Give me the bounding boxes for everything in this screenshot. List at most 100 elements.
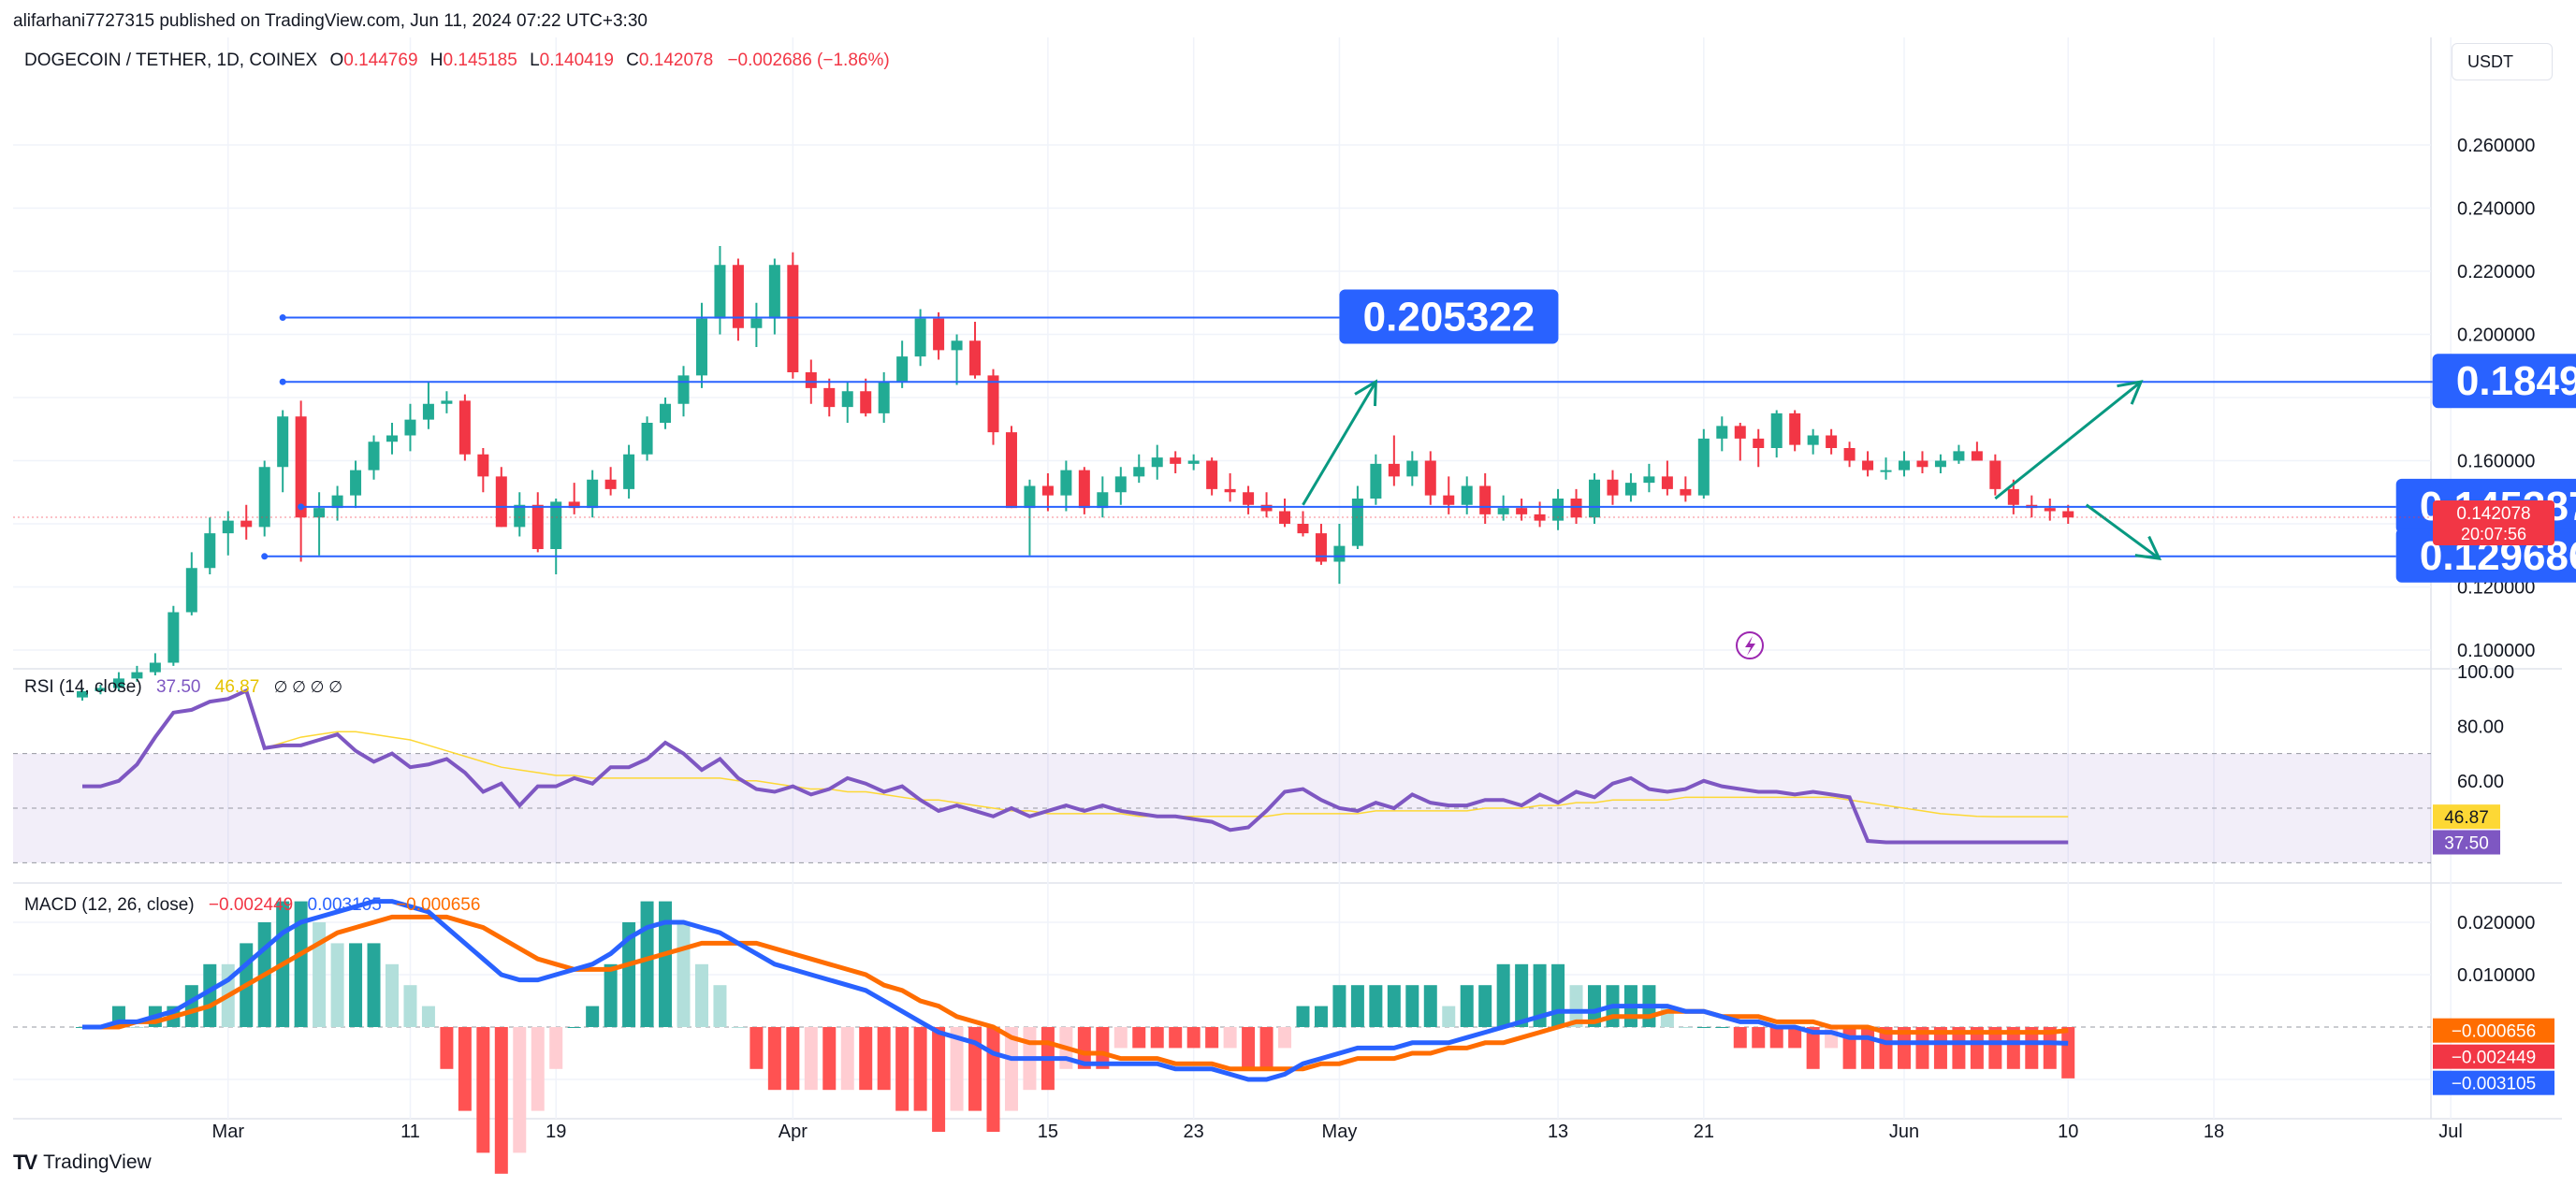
macd-histogram-bar — [2025, 1027, 2039, 1069]
macd-hist-tag-text: −0.002449 — [2452, 1049, 2536, 1068]
candle-down — [240, 520, 253, 528]
open-label: O — [329, 51, 344, 70]
symbol-label: DOGECOIN / TETHER, 1D, COINEX — [24, 51, 318, 70]
macd-histogram-bar — [385, 963, 399, 1027]
macd-histogram-bar — [1861, 1027, 1875, 1069]
candle-down — [477, 454, 489, 477]
macd-histogram-bar — [1004, 1027, 1018, 1111]
close-value: 0.142078 — [638, 51, 714, 70]
candle-up — [1589, 479, 1601, 518]
macd-line — [82, 899, 2069, 1082]
macd-histogram-bar — [1879, 1027, 1893, 1069]
candle-down — [1041, 485, 1054, 496]
macd-histogram-bar — [330, 943, 344, 1027]
macd-histogram-bar — [1496, 963, 1510, 1027]
rsi-tick-label: 100.00 — [2457, 662, 2514, 683]
arrow-head — [2117, 380, 2144, 405]
level-anchor — [261, 553, 269, 560]
macd-signal-line — [82, 914, 2069, 1072]
candle-down — [458, 400, 471, 455]
macd-histogram-bar — [567, 1027, 581, 1028]
macd-histogram-bar — [1169, 1027, 1183, 1049]
macd-histogram-bar — [1296, 1006, 1310, 1027]
candle-up — [1406, 460, 1419, 477]
candle-up — [714, 265, 726, 319]
candle-up — [878, 382, 890, 413]
candle-down — [933, 318, 945, 351]
rsi-ma-tag — [2433, 804, 2500, 830]
macd-histogram-bar — [531, 1027, 545, 1111]
macd-histogram-bar — [2043, 1027, 2057, 1069]
macd-histogram-bar — [1988, 1027, 2002, 1069]
candle-up — [1333, 545, 1346, 562]
macd-histogram-bar — [403, 985, 417, 1027]
macd-histogram-bar — [1350, 985, 1364, 1027]
macd-histogram-bar — [677, 922, 691, 1027]
candle-up — [1497, 508, 1509, 514]
candle-down — [1260, 504, 1273, 512]
candle-up — [1716, 426, 1728, 439]
candle-up — [222, 520, 234, 534]
level-label: 0.184979 — [2432, 354, 2576, 409]
candle-up — [896, 356, 909, 383]
candle-up — [914, 318, 926, 357]
candle-down — [860, 391, 872, 413]
macd-histogram-bar — [1515, 963, 1529, 1027]
price-tick-label: 0.100000 — [2457, 641, 2535, 661]
level-anchor — [298, 503, 305, 511]
candle-down — [1516, 508, 1528, 514]
macd-histogram-bar — [840, 1027, 854, 1091]
candle-up — [660, 403, 672, 423]
macd-histogram-bar — [1223, 1027, 1237, 1049]
candle-down — [1315, 533, 1327, 562]
candle-down — [1753, 438, 1765, 448]
candle-up — [768, 265, 780, 319]
macd-histogram-bar — [731, 1027, 745, 1028]
level-anchor — [279, 378, 286, 385]
candle-up — [350, 470, 362, 496]
macd-histogram-bar — [640, 901, 654, 1027]
candle-up — [77, 690, 88, 698]
open-value: 0.144769 — [343, 51, 418, 70]
time-tick-label: 15 — [1038, 1122, 1058, 1142]
candle-up — [258, 467, 270, 528]
level-label: 0.205322 — [1339, 289, 1559, 344]
candle-down — [1388, 463, 1400, 477]
currency-button[interactable]: USDT — [2452, 43, 2553, 80]
time-tick-label: Apr — [779, 1122, 808, 1142]
macd-histogram-bar — [1369, 985, 1383, 1027]
candle-down — [805, 372, 817, 388]
candle-down — [1862, 460, 1874, 470]
level-label-text: 0.184979 — [2456, 358, 2576, 404]
macd-histogram-bar — [1132, 1027, 1146, 1049]
macd-histogram-bar — [1332, 985, 1346, 1027]
macd-histogram-bar — [440, 1027, 454, 1069]
macd-histogram-bar — [804, 1027, 818, 1091]
macd-histogram-bar — [659, 901, 673, 1027]
footer: TV TradingView — [13, 1151, 152, 1175]
candle-down — [1916, 460, 1928, 468]
tradingview-logo-icon: TV — [13, 1151, 37, 1174]
macd-histogram-bar — [622, 922, 636, 1027]
candle-up — [841, 391, 853, 408]
macd-histogram-bar — [713, 985, 727, 1027]
rsi-value: 37.50 — [155, 677, 201, 697]
candle-down — [1607, 479, 1619, 496]
macd-histogram-bar — [750, 1027, 764, 1069]
macd-histogram-bar — [1460, 985, 1474, 1027]
candle-down — [1243, 492, 1255, 505]
main-legend: DOGECOIN / TETHER, 1D, COINEX O0.144769 … — [24, 51, 890, 71]
candle-down — [1443, 495, 1455, 505]
candle-up — [386, 435, 398, 442]
projection-arrow — [1302, 381, 1377, 506]
macd-histogram-bar — [1077, 1027, 1091, 1069]
macd-histogram-bar — [968, 1027, 982, 1111]
macd-histogram-bar — [1314, 1006, 1328, 1027]
macd-histogram-bar — [1696, 1027, 1710, 1028]
macd-histogram-bar — [1242, 1027, 1256, 1069]
footer-brand: TradingView — [43, 1151, 152, 1173]
candle-up — [368, 442, 380, 470]
macd-histogram-bar — [1970, 1027, 1984, 1069]
rsi-legend-label: RSI (14, close) — [24, 677, 142, 697]
